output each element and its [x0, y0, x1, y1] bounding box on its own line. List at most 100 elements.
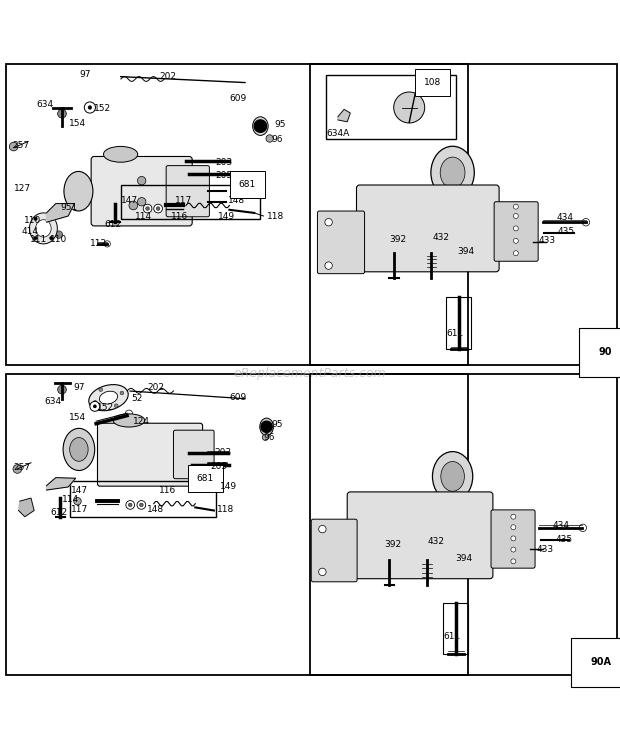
Text: 96: 96: [264, 433, 275, 442]
Polygon shape: [46, 478, 76, 490]
Circle shape: [511, 514, 516, 519]
Text: 147: 147: [121, 196, 138, 205]
Polygon shape: [46, 203, 74, 222]
Polygon shape: [338, 109, 350, 122]
FancyBboxPatch shape: [174, 430, 214, 479]
Text: 90: 90: [598, 347, 612, 358]
FancyBboxPatch shape: [347, 492, 493, 579]
Text: 152: 152: [94, 104, 112, 113]
Ellipse shape: [63, 428, 95, 470]
Text: 118: 118: [267, 212, 284, 221]
Text: 149: 149: [218, 212, 236, 221]
Circle shape: [88, 105, 92, 109]
Ellipse shape: [260, 418, 273, 436]
Text: 394: 394: [456, 554, 473, 563]
Circle shape: [128, 503, 132, 507]
Text: 433: 433: [538, 236, 556, 246]
Text: 117: 117: [71, 505, 88, 514]
Text: 127: 127: [14, 183, 31, 193]
Circle shape: [120, 391, 124, 395]
Text: 96: 96: [271, 135, 283, 144]
FancyBboxPatch shape: [356, 185, 499, 272]
Text: 203: 203: [214, 448, 231, 457]
Circle shape: [30, 228, 38, 235]
Text: 110: 110: [24, 216, 42, 225]
Text: 97: 97: [79, 70, 91, 79]
Circle shape: [143, 204, 152, 213]
Text: eReplacementParts.com: eReplacementParts.com: [234, 367, 386, 380]
Text: 114: 114: [62, 495, 79, 504]
Text: 148: 148: [228, 196, 246, 205]
Circle shape: [50, 217, 53, 220]
Circle shape: [99, 388, 103, 392]
Circle shape: [104, 241, 110, 247]
Text: 432: 432: [428, 537, 445, 546]
Text: 951: 951: [61, 203, 78, 212]
Text: 435: 435: [558, 227, 575, 236]
Circle shape: [154, 204, 162, 213]
Text: 148: 148: [147, 505, 164, 513]
Circle shape: [138, 197, 146, 206]
Text: 95: 95: [272, 420, 283, 429]
Bar: [70, 481, 216, 516]
Text: 112: 112: [90, 239, 107, 248]
Text: 257: 257: [12, 142, 30, 151]
Text: 118: 118: [217, 505, 234, 513]
Circle shape: [126, 501, 135, 509]
FancyBboxPatch shape: [491, 510, 535, 568]
Wedge shape: [254, 120, 267, 132]
Text: 414: 414: [21, 227, 38, 236]
Ellipse shape: [104, 146, 138, 162]
Ellipse shape: [99, 391, 118, 404]
Circle shape: [513, 214, 518, 218]
Ellipse shape: [30, 213, 58, 244]
Circle shape: [33, 236, 37, 240]
Circle shape: [40, 215, 47, 223]
Text: 203: 203: [216, 158, 233, 167]
Circle shape: [319, 525, 326, 533]
Text: 147: 147: [71, 485, 89, 494]
Circle shape: [125, 410, 133, 418]
Circle shape: [58, 109, 66, 118]
Bar: [443, 603, 468, 654]
FancyBboxPatch shape: [311, 519, 357, 582]
Text: 609: 609: [229, 93, 247, 102]
Text: 97: 97: [73, 383, 85, 392]
Wedge shape: [261, 421, 272, 433]
Circle shape: [582, 218, 590, 226]
Circle shape: [49, 225, 56, 232]
Text: 634: 634: [45, 397, 62, 406]
Circle shape: [137, 501, 146, 509]
Circle shape: [579, 524, 587, 531]
Text: 394: 394: [458, 248, 475, 257]
Circle shape: [513, 204, 518, 209]
Text: 392: 392: [389, 235, 407, 244]
Circle shape: [146, 207, 149, 211]
Bar: [446, 297, 471, 349]
Circle shape: [93, 401, 97, 404]
Text: 434: 434: [553, 522, 570, 531]
Polygon shape: [19, 498, 34, 516]
Text: 111: 111: [30, 235, 47, 244]
Circle shape: [319, 568, 326, 576]
Text: 681: 681: [197, 473, 214, 482]
Circle shape: [511, 547, 516, 552]
Circle shape: [13, 464, 22, 473]
Circle shape: [513, 226, 518, 231]
Circle shape: [138, 177, 146, 185]
Text: 433: 433: [536, 545, 554, 554]
Text: 116: 116: [170, 212, 188, 221]
Circle shape: [50, 236, 53, 240]
Circle shape: [394, 92, 425, 123]
Text: 612: 612: [51, 508, 68, 517]
Text: 634A: 634A: [327, 129, 350, 138]
Ellipse shape: [431, 146, 474, 199]
Ellipse shape: [440, 157, 465, 188]
Circle shape: [55, 231, 63, 238]
Circle shape: [93, 404, 97, 408]
Ellipse shape: [253, 116, 268, 135]
Circle shape: [156, 207, 160, 211]
Text: 90A: 90A: [591, 657, 612, 667]
Text: 149: 149: [220, 482, 237, 491]
Bar: [121, 185, 260, 219]
